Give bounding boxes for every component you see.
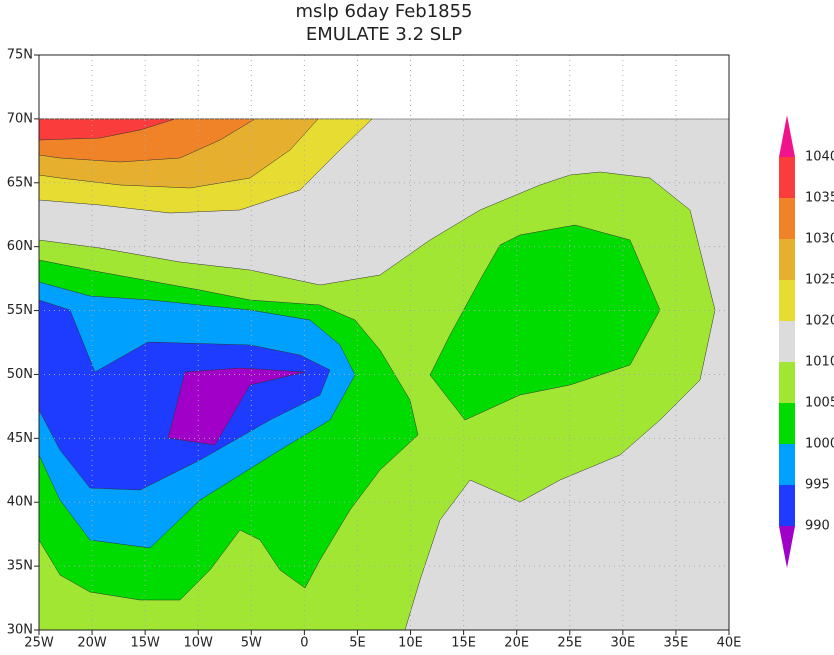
colorbar-box [779,280,795,321]
colorbar-label: 1010 [805,355,834,370]
x-tick-label: 35E [664,636,689,651]
plot-frame [38,54,730,631]
colorbar-label: 995 [805,478,830,493]
colorbar-triangle [779,526,795,568]
colorbar-label: 1040 [805,150,834,165]
colorbar-triangle [779,115,795,157]
x-tick-label: 10E [398,636,423,651]
colorbar-box [779,362,795,403]
colorbar-label: 1025 [805,273,834,288]
x-tick-label: 5E [349,636,366,651]
x-tick-label: 40E [717,636,742,651]
colorbar-label: 990 [805,519,830,534]
chart-subtitle: EMULATE 3.2 SLP [306,24,462,45]
colorbar-box [779,444,795,485]
x-tick-label: 5W [241,636,262,651]
y-tick-label: 40N [7,495,33,510]
colorbar-label: 1000 [805,437,834,452]
x-tick-label: 20E [504,636,529,651]
y-tick-label: 75N [7,48,33,63]
colorbar-label: 1020 [805,314,834,329]
x-tick-label: 0 [300,636,308,651]
chart-title: mslp 6day Feb1855 [295,1,472,22]
y-tick-label: 55N [7,303,33,318]
colorbar-box [779,157,795,198]
x-tick-label: 10W [184,636,214,651]
y-tick-label: 70N [7,111,33,126]
x-tick-label: 15W [130,636,160,651]
x-tick-label: 15E [451,636,476,651]
x-tick-label: 25E [557,636,582,651]
y-tick-label: 30N [7,623,33,638]
y-tick-label: 35N [7,559,33,574]
colorbar-label: 1035 [805,191,834,206]
colorbar: 990 995 1000 1005 1010 1020 1025 1030 1035 1040 [779,115,834,568]
colorbar-box [779,239,795,280]
colorbar-box [779,403,795,444]
y-tick-label: 50N [7,367,33,382]
contour-band [429,224,661,421]
colorbar-box [779,485,795,526]
y-tick-label: 60N [7,239,33,254]
contour-band [167,367,306,446]
y-tick-label: 65N [7,175,33,190]
colorbar-box [779,321,795,362]
x-tick-label: 30E [610,636,635,651]
y-tick-label: 45N [7,431,33,446]
colorbar-box [779,198,795,239]
colorbar-label: 1030 [805,232,834,247]
contour-map: 25W 20W 15W 10W 5W 0 5E 10E 15E 20E 25E 30E 35E 40E 30… [7,48,742,651]
x-tick-label: 25W [24,636,54,651]
x-tick-label: 20W [77,636,107,651]
colorbar-label: 1005 [805,396,834,411]
